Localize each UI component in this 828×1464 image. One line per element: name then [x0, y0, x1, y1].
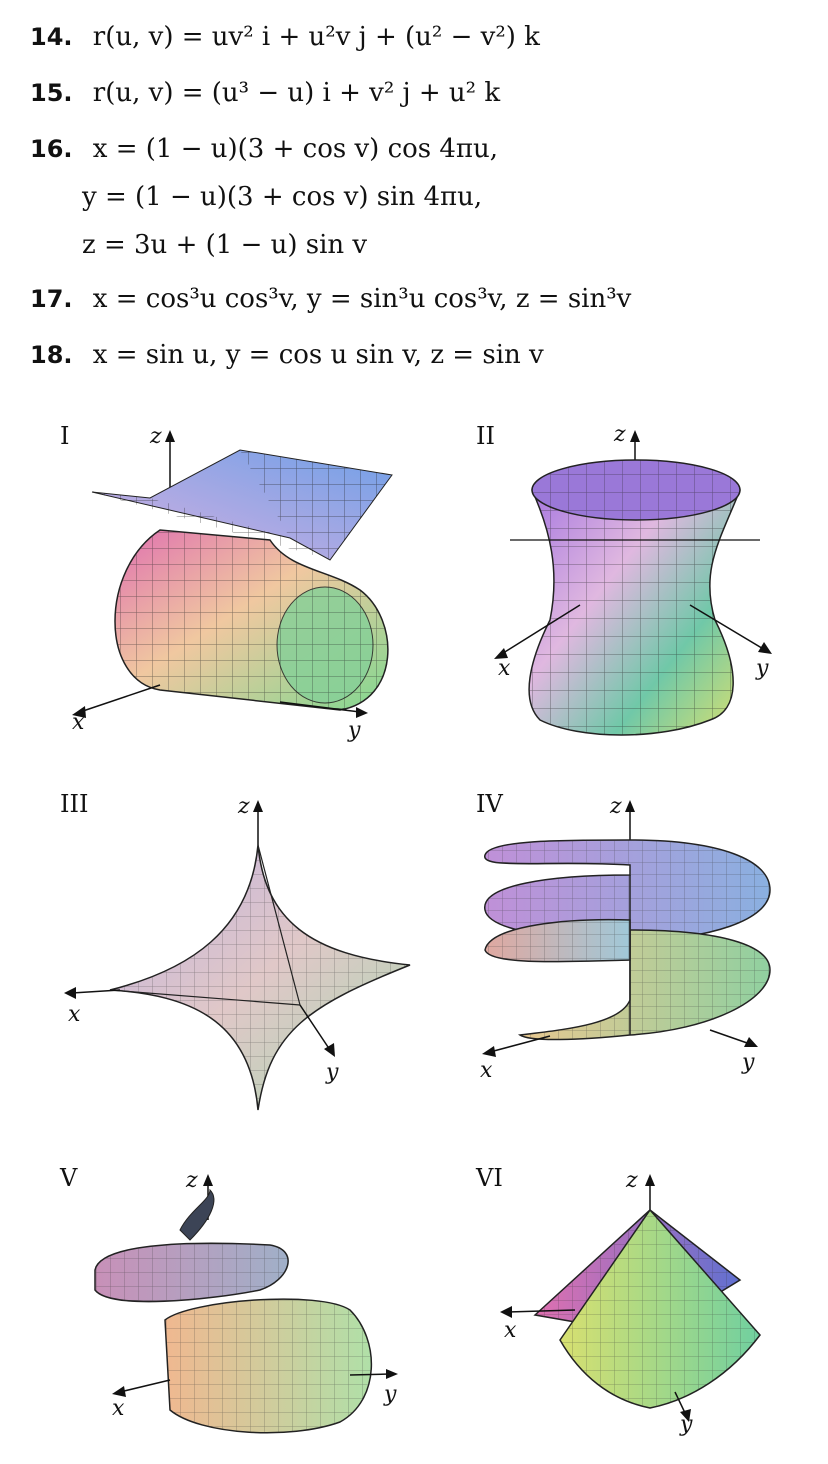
- x-axis: [499, 604, 581, 656]
- surface-panel-6: VI z x y: [460, 1160, 800, 1450]
- equation-text: r(u, v) = (u³ − u) i + v² j + u² k: [92, 78, 501, 108]
- surface-plot-5: [94, 1174, 398, 1434]
- x-axis-label: x: [498, 656, 511, 681]
- exercise-number: 17.: [30, 285, 73, 313]
- surface-plot-2: [494, 430, 772, 736]
- panel-label: III: [60, 790, 89, 818]
- exercise-16: 16. x = (1 − u)(3 + cos v) cos 4πu,: [30, 134, 498, 164]
- panel-label: V: [60, 1164, 78, 1192]
- x-axis: [71, 989, 121, 994]
- exercise-16-line-3: z = 3u + (1 − u) sin v: [82, 230, 368, 260]
- y-axis: [299, 1004, 331, 1051]
- x-axis-label: x: [112, 1396, 125, 1421]
- z-axis-label: z: [150, 424, 162, 449]
- surface-plot-1: [72, 430, 393, 718]
- surface-panel-5: V z x y: [40, 1160, 420, 1450]
- x-axis-label: x: [480, 1058, 493, 1083]
- surface-panel-3: III z x y: [40, 790, 420, 1120]
- panel-label: I: [60, 422, 70, 450]
- x-axis: [119, 1379, 171, 1393]
- y-axis-label: y: [326, 1060, 339, 1085]
- equation-text: x = cos³u cos³v, y = sin³u cos³v, z = si…: [92, 284, 632, 314]
- panel-label: II: [476, 422, 495, 450]
- y-axis: [279, 701, 361, 713]
- z-axis-label: z: [610, 794, 622, 819]
- exercise-14: 14. r(u, v) = uv² i + u²v j + (u² − v²) …: [30, 22, 540, 52]
- surface-panel-4: IV z x y: [460, 790, 800, 1120]
- x-axis-label: x: [68, 1002, 81, 1027]
- surface-plot-3: [64, 800, 411, 1111]
- y-axis-label: y: [348, 718, 361, 743]
- z-axis-label: z: [626, 1168, 638, 1193]
- exercise-number: 18.: [30, 341, 73, 369]
- surface-plot-6: [500, 1174, 761, 1422]
- equation-text: x = sin u, y = cos u sin v, z = sin v: [92, 340, 544, 370]
- y-axis: [349, 1373, 391, 1376]
- z-axis-label: z: [186, 1168, 198, 1193]
- y-axis: [709, 1029, 751, 1045]
- equation-text: r(u, v) = uv² i + u²v j + (u² − v²) k: [92, 22, 540, 52]
- y-axis: [689, 604, 766, 651]
- y-axis-label: y: [742, 1050, 755, 1075]
- y-axis-label: y: [384, 1382, 397, 1407]
- exercise-number: 15.: [30, 79, 73, 107]
- surface-plot-4: [482, 800, 771, 1057]
- x-axis: [79, 684, 161, 713]
- surface-panel-1: I z x y: [40, 420, 420, 760]
- x-axis: [507, 1309, 576, 1313]
- z-axis-label: z: [238, 794, 250, 819]
- z-axis-label: z: [614, 422, 626, 447]
- panel-label: IV: [476, 790, 503, 818]
- exercise-18: 18. x = sin u, y = cos u sin v, z = sin …: [30, 340, 544, 370]
- equation-line-1: x = (1 − u)(3 + cos v) cos 4πu,: [92, 134, 499, 164]
- exercise-16-line-2: y = (1 − u)(3 + cos v) sin 4πu,: [82, 182, 483, 212]
- exercise-number: 16.: [30, 135, 73, 163]
- y-axis-label: y: [756, 656, 769, 681]
- x-axis-label: x: [504, 1318, 517, 1343]
- exercise-17: 17. x = cos³u cos³v, y = sin³u cos³v, z …: [30, 284, 631, 314]
- exercise-15: 15. r(u, v) = (u³ − u) i + v² j + u² k: [30, 78, 500, 108]
- x-axis: [489, 1035, 551, 1053]
- exercise-number: 14.: [30, 23, 73, 51]
- surface-panel-2: II z x y: [460, 420, 800, 760]
- panel-label: VI: [476, 1164, 503, 1192]
